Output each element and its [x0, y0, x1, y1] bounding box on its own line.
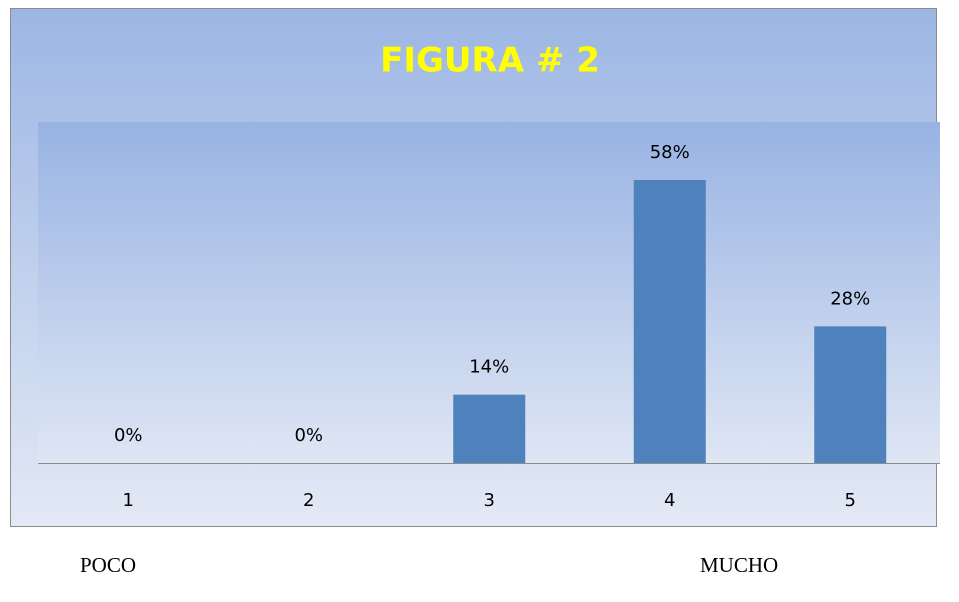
- x-tick-label: 1: [123, 490, 134, 511]
- data-label: 58%: [650, 142, 690, 163]
- annotation: POCO: [80, 553, 136, 577]
- bar: [633, 179, 706, 463]
- bar: [814, 326, 887, 463]
- data-label: 0%: [114, 425, 143, 446]
- x-tick-label: 4: [664, 490, 675, 511]
- x-tick-label: 2: [303, 490, 314, 511]
- x-tick-label: 5: [845, 490, 856, 511]
- chart-title: FIGURA # 2: [380, 41, 600, 81]
- bar: [453, 394, 526, 463]
- data-label: 28%: [830, 288, 870, 309]
- data-label: 14%: [469, 357, 509, 378]
- x-tick-label: 3: [484, 490, 495, 511]
- annotation: MUCHO: [700, 553, 778, 577]
- data-label: 0%: [294, 425, 323, 446]
